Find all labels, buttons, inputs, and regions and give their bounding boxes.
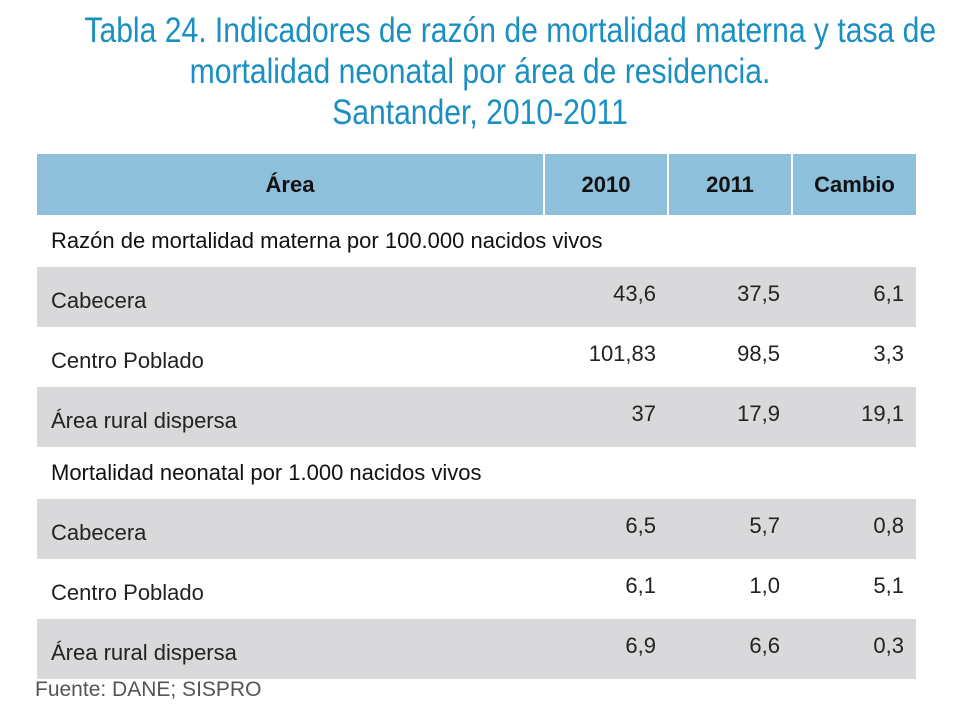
cell-2010: 43,6 [544,267,668,327]
cell-2010: 6,9 [544,619,668,679]
cell-2010: 37 [544,387,668,447]
cell-2011: 6,6 [668,619,792,679]
title-line-3: Santander, 2010-2011 [332,93,628,132]
section-heading-neonatal: Mortalidad neonatal por 1.000 nacidos vi… [37,447,916,499]
cell-cambio: 0,8 [792,499,916,559]
table-row: Cabecera 6,5 5,7 0,8 [37,499,916,559]
row-area: Cabecera [37,267,544,327]
table-title: Tabla 24. Indicadores de razón de mortal… [84,10,937,133]
cell-2011: 17,9 [668,387,792,447]
cell-cambio: 6,1 [792,267,916,327]
header-2010: 2010 [544,154,669,215]
cell-cambio: 0,3 [792,619,916,679]
header-2011: 2011 [668,154,793,215]
row-area: Centro Poblado [51,348,204,373]
table-row: Cabecera 43,6 37,5 6,1 [37,267,916,327]
cell-2011: 1,0 [749,573,780,598]
cell-2011: 5,7 [668,499,792,559]
cell-cambio: 19,1 [792,387,916,447]
table-row: Área rural dispersa 6,9 6,6 0,3 [37,619,916,679]
mortality-table: Área 2010 2011 Cambio Razón de mortalida… [37,154,916,679]
section-heading-maternal: Razón de mortalidad materna por 100.000 … [37,215,916,267]
section-heading-row: Mortalidad neonatal por 1.000 nacidos vi… [37,447,916,499]
source-note: Fuente: DANE; SISPRO [35,678,262,701]
row-area: Cabecera [37,499,544,559]
table-row: Centro Poblado 101,83 98,5 3,3 [37,327,916,387]
cell-2010: 6,5 [544,499,668,559]
cell-cambio: 3,3 [873,341,904,366]
title-line-1: Tabla 24. Indicadores de razón de mortal… [84,11,937,50]
header-cambio: Cambio [792,154,916,215]
cell-2011: 37,5 [668,267,792,327]
cell-2010: 101,83 [588,341,656,366]
header-area: Área [37,154,545,215]
cell-cambio: 5,1 [873,573,904,598]
row-area: Área rural dispersa [37,619,544,679]
header-row: Área 2010 2011 Cambio [37,154,916,215]
table-row: Centro Poblado 6,1 1,0 5,1 [37,559,916,619]
row-area: Área rural dispersa [37,387,544,447]
row-area: Centro Poblado [51,580,204,605]
section-heading-row: Razón de mortalidad materna por 100.000 … [37,215,916,267]
title-line-2: mortalidad neonatal por área de residenc… [189,52,771,91]
cell-2011: 98,5 [737,341,780,366]
cell-2010: 6,1 [625,573,656,598]
table-row: Área rural dispersa 37 17,9 19,1 [37,387,916,447]
